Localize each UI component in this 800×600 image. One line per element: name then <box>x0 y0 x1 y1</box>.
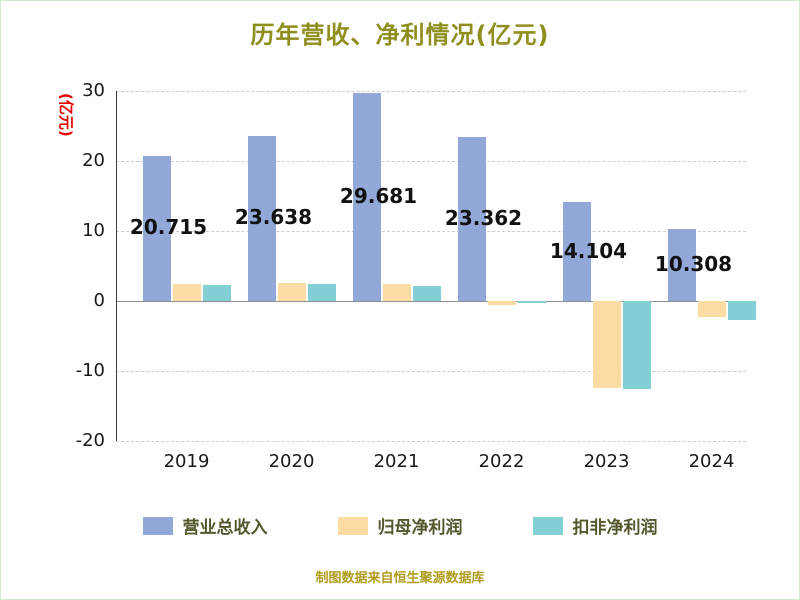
bar-total-revenue-2021 <box>352 93 381 301</box>
legend-item-net-profit: 归母净利润 <box>337 513 463 538</box>
legend-item-total-revenue: 营业总收入 <box>142 513 268 538</box>
bar-non-gaap-net-profit-2022 <box>517 301 546 304</box>
x-tick-label: 2020 <box>268 451 315 472</box>
y-axis-line <box>116 91 117 441</box>
bar-net-profit-2020 <box>277 282 306 301</box>
gridline <box>116 231 746 232</box>
x-tick-label: 2021 <box>373 451 420 472</box>
bar-non-gaap-net-profit-2024 <box>727 301 756 320</box>
x-tick-label: 2022 <box>478 451 525 472</box>
bar-non-gaap-net-profit-2020 <box>307 284 336 301</box>
x-tick-label: 2019 <box>163 451 210 472</box>
gridline <box>116 91 746 92</box>
bar-net-profit-2019 <box>172 283 201 301</box>
x-tick-label: 2023 <box>583 451 630 472</box>
bar-non-gaap-net-profit-2021 <box>412 285 441 301</box>
y-tick-label: -20 <box>75 430 105 451</box>
zero-line <box>116 301 746 302</box>
y-tick-label: 10 <box>82 220 105 241</box>
legend-label: 扣非净利润 <box>572 518 658 538</box>
legend-label: 营业总收入 <box>182 518 268 538</box>
bar-value-label: 23.638 <box>234 205 313 230</box>
gridline <box>116 441 746 442</box>
bar-value-label: 20.715 <box>129 215 208 240</box>
legend-item-non-gaap-net-profit: 扣非净利润 <box>532 513 658 538</box>
x-tick-label: 2024 <box>688 451 735 472</box>
bar-value-label: 14.104 <box>549 238 628 263</box>
y-tick-label: 0 <box>93 290 105 311</box>
bar-total-revenue-2022 <box>457 137 486 301</box>
bar-net-profit-2024 <box>697 301 726 318</box>
bar-value-label: 23.362 <box>444 206 523 231</box>
data-source-caption: 制图数据来自恒生聚源数据库 <box>315 571 485 586</box>
legend-swatch-net-profit <box>337 516 368 535</box>
y-tick-label: 30 <box>82 80 105 101</box>
bar-total-revenue-2024 <box>667 228 696 301</box>
bar-net-profit-2023 <box>592 301 621 388</box>
bar-net-profit-2021 <box>382 284 411 301</box>
y-tick-label: -10 <box>75 360 105 381</box>
gridline <box>116 161 746 162</box>
bar-value-label: 29.681 <box>339 184 418 209</box>
plot-area: 20.715 23.638 29.681 23.362 14.104 10.308 <box>116 91 756 442</box>
legend-swatch-total-revenue <box>142 516 173 535</box>
gridline <box>116 371 746 372</box>
bar-total-revenue-2019 <box>142 155 171 301</box>
legend-label: 归母净利润 <box>377 518 463 538</box>
legend-swatch-non-gaap-net-profit <box>532 516 563 535</box>
bar-non-gaap-net-profit-2023 <box>622 301 651 390</box>
bar-net-profit-2022 <box>487 301 516 305</box>
bar-total-revenue-2020 <box>247 135 276 301</box>
bar-non-gaap-net-profit-2019 <box>202 284 231 301</box>
chart-title: 历年营收、净利情况(亿元) <box>250 21 550 49</box>
bar-total-revenue-2023 <box>562 202 591 301</box>
y-tick-label: 20 <box>82 150 105 171</box>
legend: 营业总收入 归母净利润 扣非净利润 <box>1 513 799 538</box>
bar-value-label: 10.308 <box>654 251 733 276</box>
